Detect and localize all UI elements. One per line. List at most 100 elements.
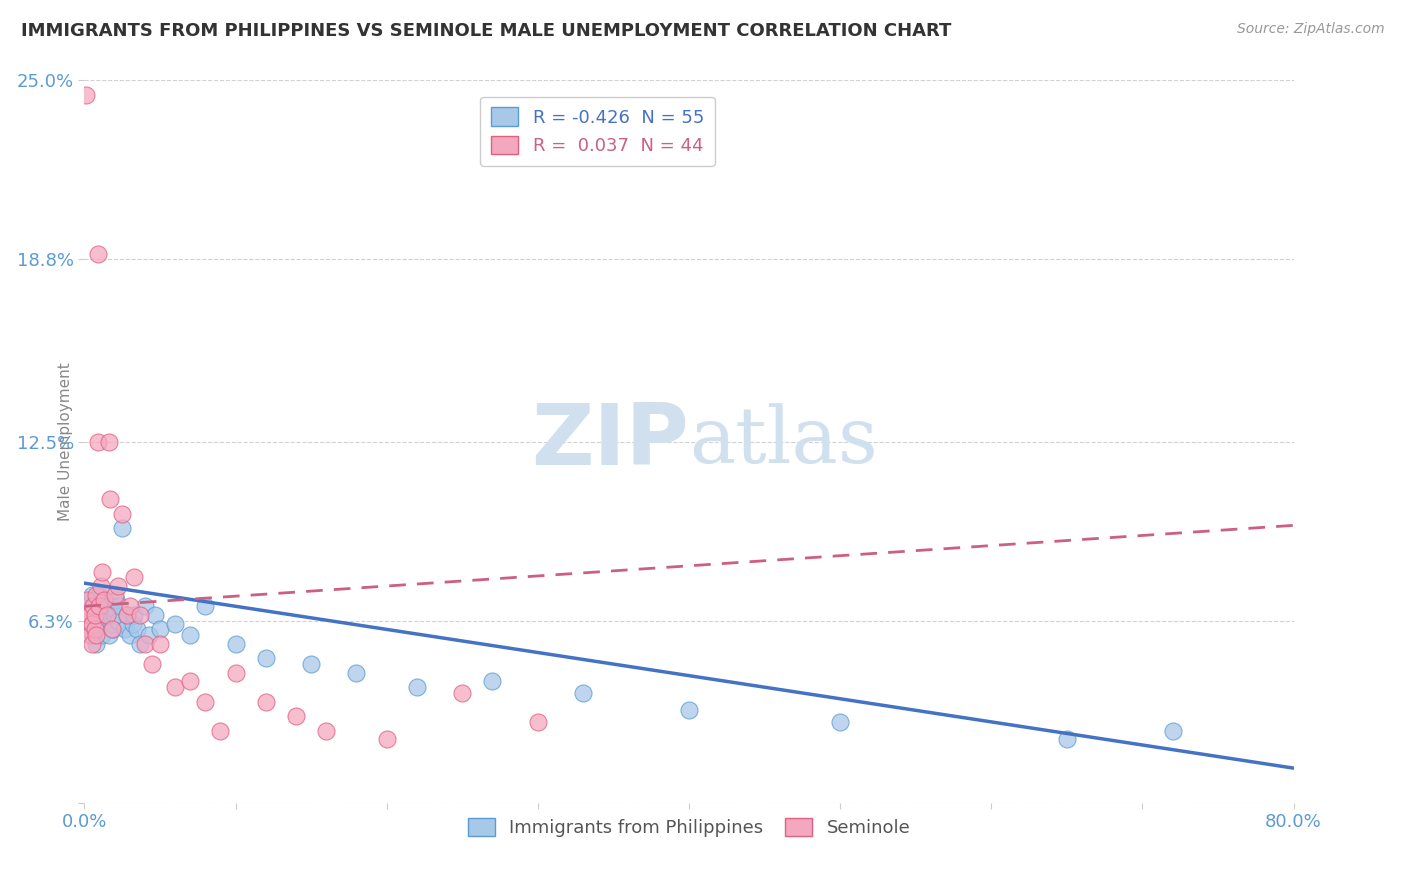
- Point: [100, 616, 122, 631]
- Point: [118, 628, 141, 642]
- Point: [77, 607, 100, 622]
- Point: [79, 628, 101, 642]
- Point: [194, 599, 217, 614]
- Point: [225, 665, 247, 680]
- Point: [90, 579, 112, 593]
- Point: [80, 623, 103, 637]
- Point: [98, 492, 121, 507]
- Point: [86, 588, 108, 602]
- Point: [93, 593, 115, 607]
- Text: atlas: atlas: [689, 404, 877, 479]
- Point: [111, 521, 134, 535]
- Point: [285, 709, 308, 723]
- Point: [82, 599, 104, 614]
- Point: [165, 616, 187, 631]
- Point: [79, 607, 101, 622]
- Legend: Immigrants from Philippines, Seminole: Immigrants from Philippines, Seminole: [460, 811, 918, 845]
- Point: [96, 607, 118, 622]
- Point: [86, 593, 108, 607]
- Point: [225, 637, 247, 651]
- Point: [80, 616, 103, 631]
- Point: [111, 507, 134, 521]
- Point: [375, 732, 398, 747]
- Point: [91, 565, 114, 579]
- Point: [299, 657, 322, 671]
- Point: [107, 579, 129, 593]
- Point: [93, 616, 115, 631]
- Point: [138, 628, 160, 642]
- Point: [89, 599, 111, 614]
- Point: [91, 599, 114, 614]
- Point: [104, 588, 127, 602]
- Point: [87, 434, 110, 449]
- Point: [97, 434, 120, 449]
- Y-axis label: Male Unemployment: Male Unemployment: [58, 362, 73, 521]
- Point: [209, 723, 232, 738]
- Text: Source: ZipAtlas.com: Source: ZipAtlas.com: [1237, 22, 1385, 37]
- Point: [96, 607, 118, 622]
- Point: [82, 599, 104, 614]
- Point: [104, 607, 127, 622]
- Point: [149, 637, 172, 651]
- Point: [84, 607, 107, 622]
- Point: [80, 588, 103, 602]
- Text: IMMIGRANTS FROM PHILIPPINES VS SEMINOLE MALE UNEMPLOYMENT CORRELATION CHART: IMMIGRANTS FROM PHILIPPINES VS SEMINOLE …: [21, 22, 952, 40]
- Point: [97, 628, 120, 642]
- Point: [1161, 723, 1184, 738]
- Point: [121, 616, 143, 631]
- Point: [254, 695, 277, 709]
- Point: [134, 637, 156, 651]
- Point: [134, 599, 156, 614]
- Point: [451, 686, 474, 700]
- Point: [87, 614, 110, 628]
- Point: [194, 695, 217, 709]
- Point: [100, 623, 122, 637]
- Point: [87, 246, 110, 260]
- Point: [107, 614, 129, 628]
- Point: [127, 623, 149, 637]
- Point: [141, 657, 163, 671]
- Point: [149, 623, 172, 637]
- Point: [84, 607, 107, 622]
- Point: [179, 628, 201, 642]
- Point: [82, 628, 104, 642]
- Point: [254, 651, 277, 665]
- Point: [79, 607, 101, 622]
- Point: [145, 607, 167, 622]
- Point: [165, 680, 187, 694]
- Point: [84, 623, 107, 637]
- Point: [105, 593, 128, 607]
- Point: [80, 637, 103, 651]
- Point: [572, 686, 595, 700]
- Point: [76, 593, 98, 607]
- Point: [87, 599, 110, 614]
- Point: [90, 607, 112, 622]
- Point: [108, 599, 131, 614]
- Point: [91, 628, 114, 642]
- Point: [129, 637, 152, 651]
- Point: [115, 607, 138, 622]
- Text: ZIP: ZIP: [531, 400, 689, 483]
- Point: [89, 588, 111, 602]
- Point: [77, 593, 100, 607]
- Point: [75, 87, 97, 102]
- Point: [77, 623, 100, 637]
- Point: [118, 599, 141, 614]
- Point: [114, 623, 136, 637]
- Point: [129, 607, 152, 622]
- Point: [527, 714, 550, 729]
- Point: [678, 703, 700, 717]
- Point: [406, 680, 429, 694]
- Point: [86, 637, 108, 651]
- Point: [76, 599, 98, 614]
- Point: [84, 616, 107, 631]
- Point: [86, 628, 108, 642]
- Point: [1056, 732, 1078, 747]
- Point: [315, 723, 337, 738]
- Point: [101, 623, 124, 637]
- Point: [346, 665, 368, 680]
- Point: [481, 674, 503, 689]
- Point: [89, 623, 111, 637]
- Point: [115, 607, 138, 622]
- Point: [830, 714, 852, 729]
